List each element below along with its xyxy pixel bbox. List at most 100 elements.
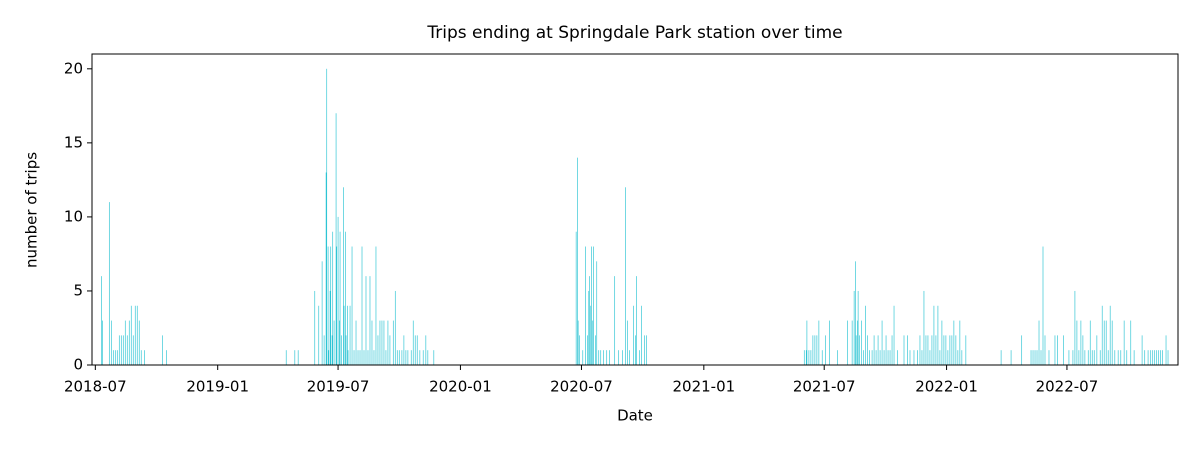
- bar: [341, 335, 342, 365]
- bar: [829, 320, 830, 365]
- bar: [1032, 350, 1034, 365]
- bar: [1120, 350, 1122, 365]
- bar: [339, 231, 341, 365]
- bar: [325, 172, 327, 365]
- bar: [582, 350, 584, 365]
- bar: [387, 320, 389, 365]
- bar: [381, 320, 383, 365]
- bar: [345, 231, 346, 365]
- bar: [818, 320, 820, 365]
- x-tick-label: 2022-07: [1036, 378, 1099, 396]
- bar: [365, 276, 367, 365]
- bar: [329, 290, 331, 365]
- bar: [867, 335, 868, 365]
- bar: [923, 290, 925, 365]
- bar: [1093, 350, 1095, 365]
- x-axis-label: Date: [617, 407, 653, 425]
- bar: [1054, 335, 1056, 365]
- bar: [355, 320, 357, 365]
- bar: [897, 350, 898, 365]
- bar: [812, 335, 814, 365]
- bar: [330, 246, 332, 365]
- bar: [122, 335, 124, 365]
- bar: [379, 320, 381, 365]
- bar: [328, 350, 330, 365]
- y-tick-label: 5: [73, 281, 83, 299]
- bar: [1160, 350, 1162, 365]
- bar: [1158, 350, 1160, 365]
- bar: [933, 305, 935, 365]
- bar: [1000, 350, 1002, 365]
- bar: [126, 335, 128, 365]
- bar: [855, 261, 856, 365]
- bar: [1111, 320, 1113, 365]
- y-tick-label: 15: [64, 133, 83, 151]
- bar: [903, 335, 905, 365]
- bar: [114, 350, 116, 365]
- bar: [323, 335, 325, 365]
- bar: [1076, 320, 1078, 365]
- bar: [339, 320, 340, 365]
- bar: [646, 335, 647, 365]
- x-tick-label: 2019-07: [307, 378, 370, 396]
- bar: [639, 350, 640, 365]
- bar: [1154, 350, 1156, 365]
- bar: [108, 202, 110, 365]
- bar: [414, 335, 416, 365]
- bar: [1126, 350, 1128, 365]
- bar: [577, 320, 579, 365]
- x-tick-label: 2022-01: [915, 378, 978, 396]
- bar: [1080, 320, 1082, 365]
- bar: [383, 320, 385, 365]
- bar: [134, 305, 136, 365]
- bar: [957, 350, 959, 365]
- bar: [1078, 350, 1080, 365]
- bar: [907, 335, 908, 365]
- x-tick-label: 2019-01: [186, 378, 249, 396]
- bar: [913, 350, 915, 365]
- bar: [1030, 350, 1032, 365]
- bar: [887, 350, 889, 365]
- bar: [1103, 320, 1105, 365]
- bar: [345, 335, 347, 365]
- bar: [396, 350, 398, 365]
- bar: [343, 305, 345, 365]
- bar: [363, 350, 365, 365]
- bar: [349, 305, 351, 365]
- bar: [1091, 350, 1093, 365]
- bar: [357, 350, 359, 365]
- bar: [577, 157, 578, 365]
- bar: [951, 335, 953, 365]
- bar: [422, 350, 424, 365]
- bar: [863, 350, 864, 365]
- bar: [603, 350, 604, 365]
- bar: [1084, 350, 1086, 365]
- x-tick-label: 2020-07: [550, 378, 613, 396]
- bar: [118, 335, 120, 365]
- bar: [321, 261, 323, 365]
- bar: [1057, 335, 1058, 365]
- bar: [1034, 350, 1036, 365]
- bar: [112, 350, 114, 365]
- bar: [1036, 350, 1038, 365]
- bar: [1117, 350, 1119, 365]
- bar: [825, 335, 826, 365]
- bar: [407, 350, 409, 365]
- bar: [130, 305, 132, 365]
- bar: [881, 320, 883, 365]
- bar: [644, 335, 645, 365]
- x-tick-label: 2021-07: [793, 378, 856, 396]
- bar: [803, 350, 805, 365]
- bar: [140, 350, 142, 365]
- bar: [110, 320, 112, 365]
- bar: [318, 305, 320, 365]
- bar: [575, 231, 577, 365]
- bar: [587, 335, 588, 365]
- bar: [865, 305, 866, 365]
- bar: [1048, 350, 1050, 365]
- bar: [1101, 305, 1103, 365]
- bar: [337, 216, 339, 365]
- bar: [136, 305, 138, 365]
- y-tick-label: 10: [64, 207, 83, 225]
- bar: [959, 320, 961, 365]
